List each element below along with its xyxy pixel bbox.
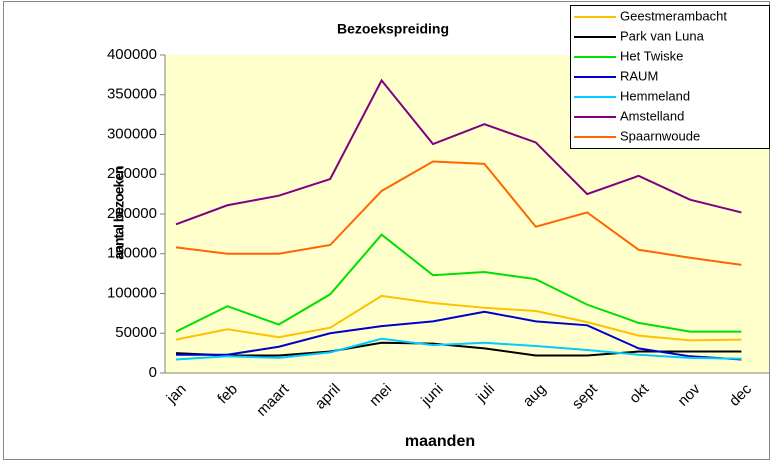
- x-axis-label: maanden: [405, 433, 475, 450]
- legend-label: Spaarnwoude: [620, 128, 700, 143]
- series-line: [175, 233, 742, 333]
- y-tick-label: 100000: [107, 284, 157, 301]
- y-tick-label: 250000: [107, 165, 157, 182]
- series-line: [176, 310, 742, 361]
- chart-title: Bezoekspreiding: [337, 21, 449, 37]
- series-line: [175, 78, 742, 226]
- y-tick-label: 400000: [107, 46, 157, 63]
- legend-label: RAUM: [620, 68, 658, 83]
- series-line: [175, 337, 742, 361]
- y-tick-label: 300000: [107, 125, 157, 142]
- legend-label: Hemmeland: [620, 88, 690, 103]
- series-line: [175, 341, 742, 357]
- legend-label: Park van Luna: [620, 28, 705, 43]
- legend-label: Geestmerambacht: [620, 8, 727, 23]
- y-tick-label: 50000: [115, 324, 157, 341]
- y-tick-label: 350000: [107, 86, 157, 103]
- series-line: [175, 294, 742, 342]
- y-tick-label: 0: [149, 364, 157, 381]
- legend-label: Amstelland: [620, 108, 684, 123]
- y-axis-label: aantal bezoeken: [111, 166, 127, 260]
- y-tick-label: 150000: [107, 245, 157, 262]
- y-tick-label: 200000: [107, 205, 157, 222]
- legend-label: Het Twiske: [620, 48, 683, 63]
- series-line: [175, 160, 742, 266]
